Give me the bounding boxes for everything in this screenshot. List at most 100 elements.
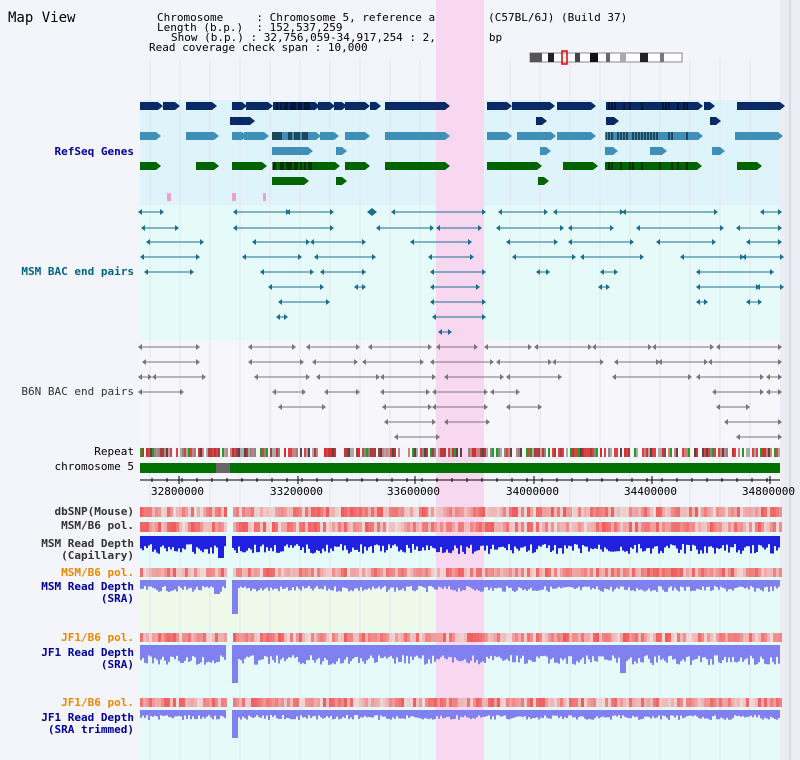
heat-cell <box>317 698 320 707</box>
depth-bar <box>338 580 340 591</box>
heat-cell <box>503 507 506 517</box>
heat-cell <box>611 633 614 642</box>
heat-cell <box>605 568 608 577</box>
depth-bar <box>276 710 278 719</box>
depth-bar <box>494 710 496 720</box>
heat-cell <box>479 568 482 577</box>
depth-bar <box>146 536 148 549</box>
heat-cell <box>212 522 215 532</box>
depth-bar <box>326 645 328 660</box>
depth-bar <box>564 536 566 546</box>
depth-bar <box>742 710 744 716</box>
depth-bar <box>250 645 252 656</box>
heat-cell <box>209 633 212 642</box>
heat-cell <box>539 522 542 532</box>
heat-cell <box>560 633 563 642</box>
heat-cell <box>308 522 311 532</box>
depth-bar <box>434 710 436 719</box>
depth-bar <box>482 710 484 717</box>
heat-cell <box>575 633 578 642</box>
heat-cell <box>281 507 284 517</box>
heat-cell <box>677 698 680 707</box>
heat-cell <box>455 633 458 642</box>
depth-bar <box>462 710 464 718</box>
heat-cell <box>587 507 590 517</box>
b6n-bac-end <box>428 404 432 410</box>
depth-bar <box>484 645 486 663</box>
refseq-gene <box>487 102 507 110</box>
depth-bar <box>454 710 456 719</box>
heat-cell <box>542 698 545 707</box>
heat-cell <box>335 633 338 642</box>
heat-cell <box>341 568 344 577</box>
depth-bar <box>282 710 284 716</box>
heat-cell <box>269 507 272 517</box>
msm-bac-end <box>306 239 310 245</box>
heat-cell <box>761 698 764 707</box>
heat-cell <box>680 568 683 577</box>
heat-cell <box>734 633 737 642</box>
depth-bar <box>276 536 278 553</box>
depth-bar <box>642 645 644 663</box>
depth-bar <box>364 580 366 590</box>
heat-cell <box>200 507 203 517</box>
repeat-element <box>548 448 550 457</box>
depth-bar <box>194 580 196 590</box>
heat-cell <box>584 507 587 517</box>
b6n-bac-end <box>420 359 424 365</box>
msm-bac-end <box>468 239 472 245</box>
depth-bar <box>614 645 616 659</box>
depth-bar <box>550 536 552 553</box>
b6n-bac-end <box>138 389 142 395</box>
repeat-element <box>216 448 218 457</box>
heat-cell <box>170 568 173 577</box>
heat-cell <box>362 698 365 707</box>
depth-bar <box>484 580 486 588</box>
depth-bar <box>762 536 764 548</box>
depth-bar <box>778 645 780 664</box>
depth-bar <box>566 536 568 549</box>
depth-bar <box>370 710 372 718</box>
depth-bar <box>618 710 620 716</box>
depth-bar <box>694 536 696 546</box>
heat-cell <box>272 698 275 707</box>
depth-bar <box>450 536 452 554</box>
jf1-read-depth-trim-sub: (SRA trimmed) <box>47 723 134 736</box>
depth-bar <box>574 536 576 545</box>
heat-cell <box>758 507 761 517</box>
depth-bar <box>516 580 518 591</box>
heat-cell <box>242 507 245 517</box>
depth-bar <box>502 580 504 592</box>
depth-bar <box>632 580 634 591</box>
repeat-element <box>570 448 572 457</box>
heat-cell <box>335 522 338 532</box>
depth-bar <box>506 536 508 551</box>
repeat-element <box>288 448 290 457</box>
heat-cell <box>320 522 323 532</box>
depth-bar <box>206 580 208 587</box>
depth-bar <box>474 710 476 719</box>
heat-cell <box>647 507 650 517</box>
depth-bar <box>266 710 268 716</box>
repeat-element <box>578 448 580 457</box>
depth-bar <box>184 536 186 550</box>
depth-bar <box>268 580 270 591</box>
depth-bar <box>222 580 224 587</box>
depth-bar <box>720 580 722 587</box>
heat-cell <box>686 568 689 577</box>
heat-cell <box>488 568 491 577</box>
depth-bar <box>770 710 772 717</box>
depth-bar <box>598 580 600 590</box>
heat-cell <box>140 698 143 707</box>
refseq-gene <box>272 132 316 140</box>
depth-bar <box>512 536 514 554</box>
refseq-gene <box>737 162 757 170</box>
depth-bar <box>734 536 736 545</box>
heat-cell <box>524 522 527 532</box>
depth-bar <box>236 536 238 553</box>
heat-cell <box>527 633 530 642</box>
depth-bar <box>366 536 368 551</box>
depth-bar <box>470 536 472 545</box>
depth-bar <box>316 580 318 587</box>
